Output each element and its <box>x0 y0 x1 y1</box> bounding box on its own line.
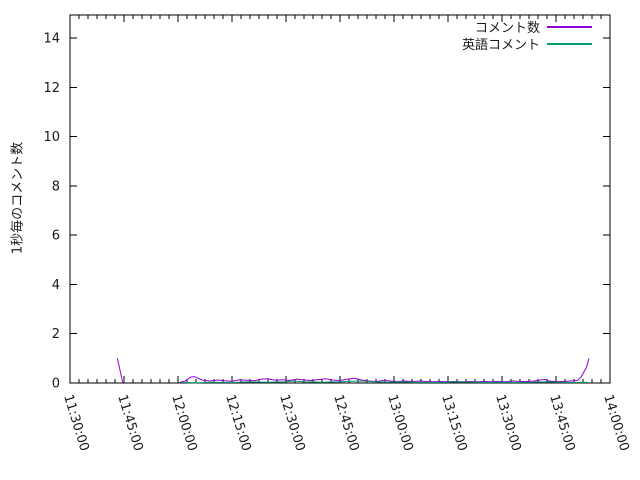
y-tick-label: 0 <box>52 377 60 392</box>
y-tick-label: 6 <box>52 229 60 244</box>
legend-line-sample-comments <box>547 25 592 28</box>
legend-row-english-comments: 英語コメント <box>461 35 592 53</box>
x-tick-label: 13:00:00 <box>384 393 415 453</box>
y-axis-title: 1秒毎のコメント数 <box>10 141 26 255</box>
legend: コメント数 英語コメント <box>461 18 592 53</box>
legend-label-comments: コメント数 <box>474 21 540 36</box>
y-tick-label: 2 <box>52 327 60 342</box>
x-tick-label: 13:45:00 <box>546 393 577 453</box>
y-tick-label: 10 <box>43 130 60 145</box>
x-tick-label: 12:45:00 <box>330 393 361 453</box>
y-tick-label: 12 <box>43 81 60 96</box>
legend-label-english-comments: 英語コメント <box>461 38 540 53</box>
x-tick-label: 12:00:00 <box>168 393 199 453</box>
plot-border <box>69 14 611 384</box>
x-tick-label: 12:30:00 <box>276 393 307 453</box>
x-tick-label: 13:30:00 <box>492 393 523 453</box>
series-line-comments <box>116 358 124 384</box>
y-tick-label: 14 <box>43 32 60 47</box>
x-tick-label: 12:15:00 <box>222 393 253 453</box>
x-tick-label: 14:00:00 <box>600 393 631 453</box>
x-tick-label: 11:45:00 <box>114 393 145 453</box>
x-tick-label: 13:15:00 <box>438 393 469 453</box>
legend-line-sample-english-comments <box>547 42 592 45</box>
series-line-english-comments <box>181 380 589 384</box>
series-line-comments <box>179 358 590 383</box>
y-tick-label: 4 <box>52 278 60 293</box>
legend-row-comments: コメント数 <box>462 18 592 36</box>
x-tick-label: 11:30:00 <box>60 393 91 453</box>
y-tick-label: 8 <box>52 179 60 194</box>
